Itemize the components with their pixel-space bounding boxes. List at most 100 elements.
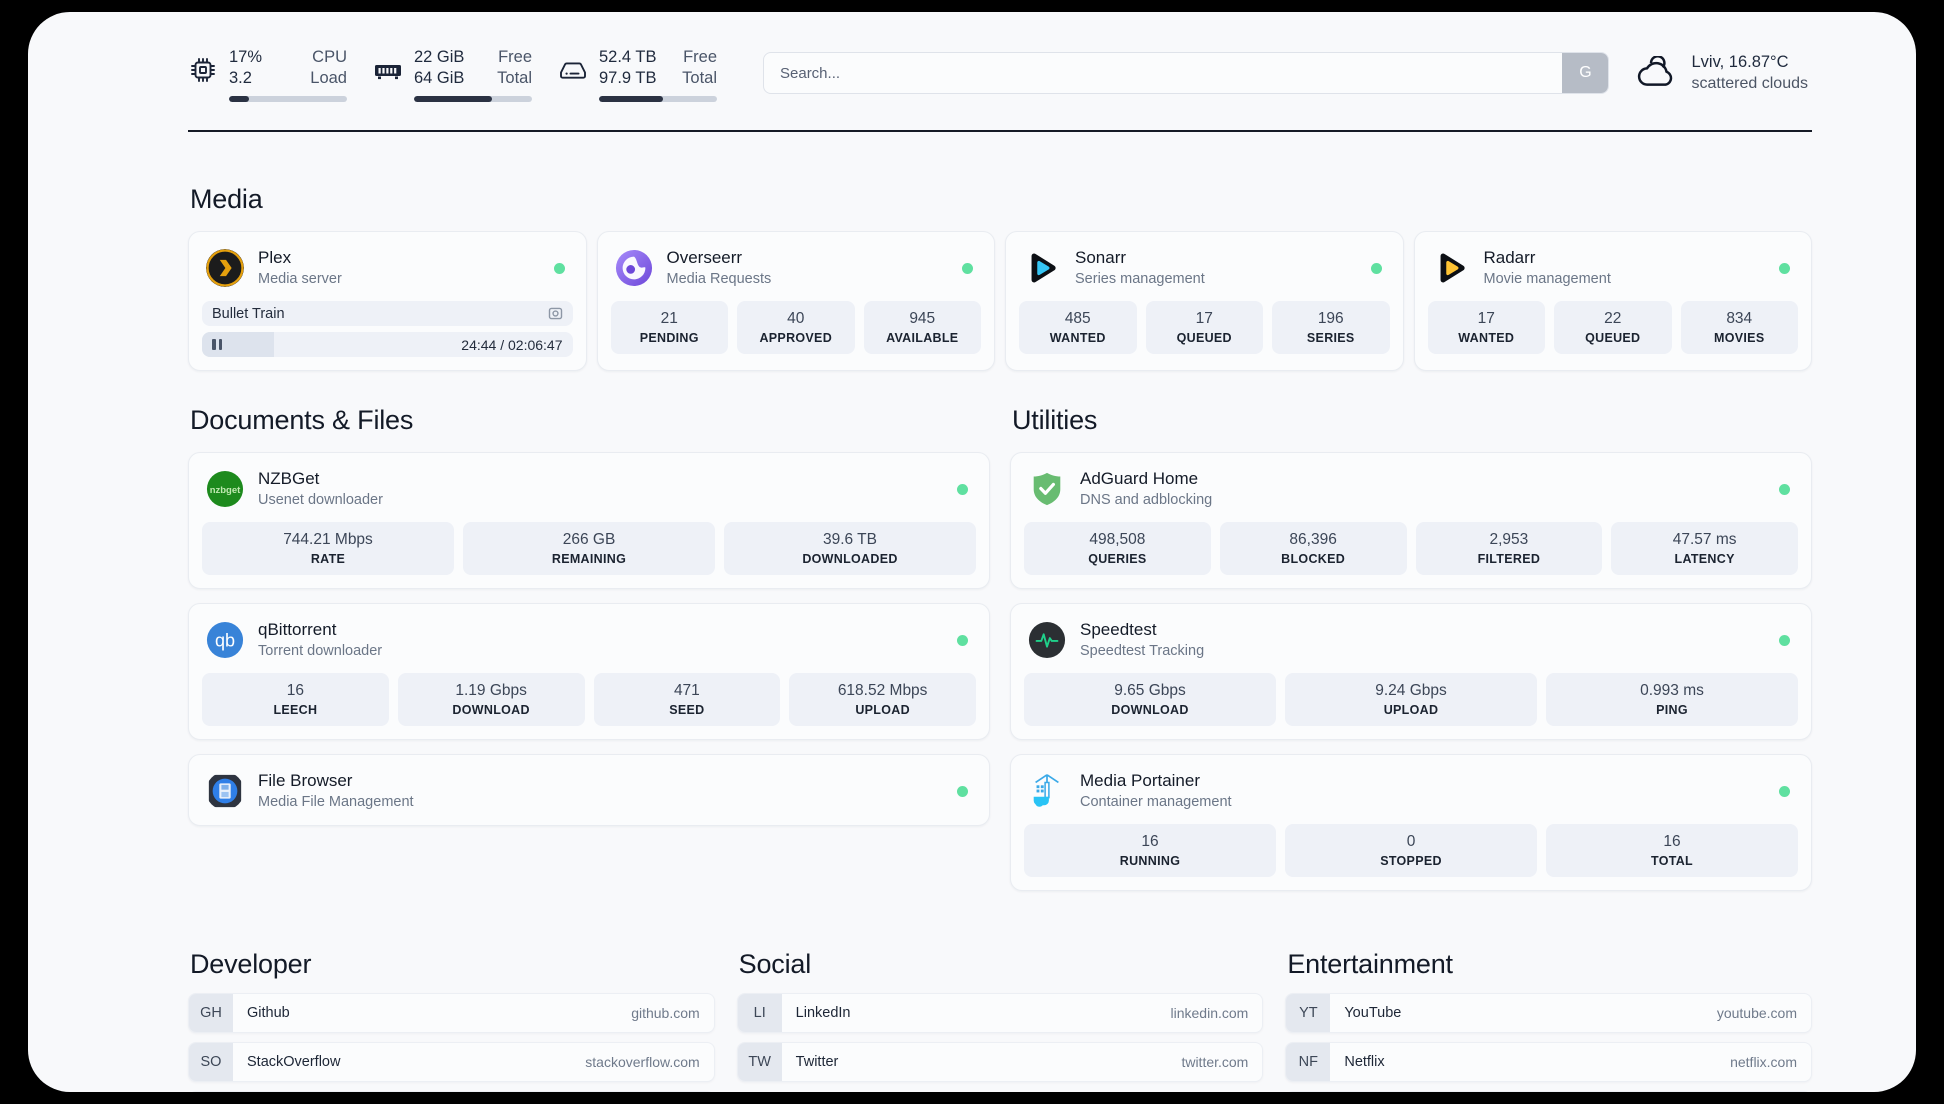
- now-playing-title-bar[interactable]: Bullet Train: [202, 301, 573, 326]
- stat-label: WANTED: [1049, 331, 1106, 345]
- card-header[interactable]: nzbget NZBGet Usenet downloader: [202, 466, 976, 510]
- stat-label: SERIES: [1306, 331, 1355, 345]
- stat-tile[interactable]: 16 LEECH: [202, 673, 389, 726]
- service-card[interactable]: File Browser Media File Management: [188, 754, 990, 826]
- stat-tile[interactable]: 834 MOVIES: [1680, 301, 1798, 354]
- stat-tile[interactable]: 1.19 Gbps DOWNLOAD: [397, 673, 585, 726]
- stat-label: DOWNLOADED: [802, 552, 898, 566]
- stat-value: 86,396: [1289, 531, 1337, 548]
- bookmark-url: netflix.com: [1730, 1054, 1798, 1070]
- stat-tile[interactable]: 2,953 FILTERED: [1415, 522, 1603, 575]
- app-name: NZBGet: [258, 469, 320, 488]
- stat-tile[interactable]: 0 STOPPED: [1285, 824, 1537, 877]
- service-card[interactable]: nzbget NZBGet Usenet downloader 744.21 M…: [188, 452, 990, 589]
- stat-value: 0.993 ms: [1640, 682, 1704, 699]
- stat-tile[interactable]: 471 SEED: [593, 673, 781, 726]
- service-card[interactable]: Radarr Movie management 17 WANTED 22 QUE…: [1413, 231, 1812, 371]
- stat-value: 1.19 Gbps: [455, 682, 527, 699]
- service-card[interactable]: AdGuard Home DNS and adblocking 498,508 …: [1010, 452, 1812, 589]
- stat-tile[interactable]: 17 WANTED: [1427, 301, 1545, 354]
- stat-value: 16: [1141, 833, 1159, 850]
- stat-tile[interactable]: 47.57 ms LATENCY: [1611, 522, 1798, 575]
- service-card[interactable]: Speedtest Speedtest Tracking 9.65 Gbps D…: [1010, 603, 1812, 740]
- header-divider: [188, 130, 1812, 132]
- bookmark-link[interactable]: DT DEV dev.to: [188, 1091, 715, 1092]
- resource-value-secondary: 64 GiB: [414, 68, 465, 87]
- pause-icon[interactable]: [212, 339, 222, 350]
- stat-label: LEECH: [273, 703, 318, 717]
- bookmark-abbr: NF: [1286, 1043, 1331, 1081]
- stat-tile[interactable]: 498,508 QUERIES: [1024, 522, 1211, 575]
- stat-tile[interactable]: 9.24 Gbps UPLOAD: [1285, 673, 1537, 726]
- card-header[interactable]: AdGuard Home DNS and adblocking: [1024, 466, 1798, 510]
- stat-label: PENDING: [639, 331, 699, 345]
- bookmark-link[interactable]: TW Twitter twitter.com: [736, 1042, 1264, 1082]
- search-input[interactable]: [764, 53, 1563, 93]
- service-card[interactable]: Plex Media server Bullet Train 24:44 / 0…: [188, 231, 587, 371]
- stat-tile[interactable]: 618.52 Mbps UPLOAD: [789, 673, 976, 726]
- header-bar: 17% 3.2 CPU Load 22 GiB 64 GiB: [188, 34, 1812, 112]
- now-playing-progress[interactable]: 24:44 / 02:06:47: [202, 332, 573, 357]
- card-header[interactable]: Sonarr Series management: [1019, 245, 1390, 289]
- bookmark-link[interactable]: LI LinkedIn linkedin.com: [736, 993, 1264, 1033]
- stat-value: 498,508: [1089, 531, 1146, 548]
- stat-tile[interactable]: 266 GB REMAINING: [463, 522, 715, 575]
- now-playing-time: 24:44 / 02:06:47: [461, 336, 563, 353]
- bookmark-link[interactable]: SO StackOverflow stackoverflow.com: [188, 1042, 715, 1082]
- stat-tile[interactable]: 196 SERIES: [1272, 301, 1390, 354]
- stat-tile[interactable]: 744.21 Mbps RATE: [202, 522, 454, 575]
- weather-widget: Lviv, 16.87°C scattered clouds: [1635, 52, 1812, 94]
- service-card[interactable]: Overseerr Media Requests 21 PENDING 40 A…: [596, 231, 995, 371]
- card-header[interactable]: Plex Media server: [202, 245, 573, 289]
- stat-tile[interactable]: 39.6 TB DOWNLOADED: [724, 522, 976, 575]
- stat-tile[interactable]: 21 PENDING: [610, 301, 728, 354]
- card-header[interactable]: Media Portainer Container management: [1024, 768, 1798, 812]
- stat-tile[interactable]: 0.993 ms PING: [1546, 673, 1798, 726]
- bookmark-link[interactable]: YT YouTube youtube.com: [1285, 993, 1813, 1033]
- stat-value: 17: [1195, 310, 1213, 327]
- stat-tile[interactable]: 9.65 Gbps DOWNLOAD: [1024, 673, 1276, 726]
- stat-value: 39.6 TB: [822, 531, 877, 548]
- card-header[interactable]: Radarr Movie management: [1428, 245, 1799, 289]
- bookmark-link[interactable]: RE Reddit reddit.com: [1285, 1091, 1813, 1092]
- stat-value: 16: [1663, 833, 1681, 850]
- radarr-icon: [1432, 249, 1470, 287]
- stat-label: APPROVED: [759, 331, 833, 345]
- service-card[interactable]: Sonarr Series management 485 WANTED 17 Q…: [1005, 231, 1404, 371]
- search-bar[interactable]: G: [763, 52, 1610, 94]
- bookmark-url: twitter.com: [1181, 1054, 1249, 1070]
- bookmark-name: Netflix: [1344, 1054, 1385, 1070]
- cpu-icon: [188, 55, 218, 85]
- status-indicator-online: [957, 785, 968, 797]
- card-header[interactable]: Overseerr Media Requests: [611, 245, 982, 289]
- bookmark-link[interactable]: NF Netflix netflix.com: [1285, 1042, 1813, 1082]
- card-header[interactable]: File Browser Media File Management: [202, 768, 976, 812]
- bookmark-link[interactable]: GH Github github.com: [188, 993, 715, 1033]
- stat-tile[interactable]: 485 WANTED: [1019, 301, 1137, 354]
- app-subtitle: Media File Management: [258, 794, 414, 810]
- stat-tile[interactable]: 16 TOTAL: [1546, 824, 1798, 877]
- cast-icon[interactable]: [548, 306, 563, 321]
- card-header[interactable]: qb qBittorrent Torrent downloader: [202, 617, 976, 661]
- stat-tile[interactable]: 17 QUEUED: [1145, 301, 1263, 354]
- service-card[interactable]: Media Portainer Container management 16 …: [1010, 754, 1812, 891]
- stats-row: 16 LEECH 1.19 Gbps DOWNLOAD 471 SEED 618…: [202, 673, 976, 726]
- stat-tile[interactable]: 16 RUNNING: [1024, 824, 1276, 877]
- search-submit-button[interactable]: G: [1562, 53, 1609, 93]
- bookmark-abbr: LI: [737, 994, 782, 1032]
- stat-tile[interactable]: 40 APPROVED: [737, 301, 855, 354]
- stats-row: 21 PENDING 40 APPROVED 945 AVAILABLE: [610, 301, 981, 354]
- stat-label: UPLOAD: [1383, 703, 1439, 717]
- qbittorrent-icon: qb: [206, 621, 244, 659]
- stat-label: RUNNING: [1119, 854, 1181, 868]
- app-name: Radarr: [1483, 248, 1536, 267]
- app-subtitle: Series management: [1075, 271, 1205, 287]
- stat-tile[interactable]: 22 QUEUED: [1554, 301, 1672, 354]
- stat-value: 9.24 Gbps: [1375, 682, 1447, 699]
- resource-value-primary: 22 GiB: [414, 47, 465, 66]
- stat-tile[interactable]: 86,396 BLOCKED: [1219, 522, 1407, 575]
- stat-tile[interactable]: 945 AVAILABLE: [863, 301, 981, 354]
- stats-row: 744.21 Mbps RATE 266 GB REMAINING 39.6 T…: [202, 522, 976, 575]
- service-card[interactable]: qb qBittorrent Torrent downloader 16 LEE…: [188, 603, 990, 740]
- card-header[interactable]: Speedtest Speedtest Tracking: [1024, 617, 1798, 661]
